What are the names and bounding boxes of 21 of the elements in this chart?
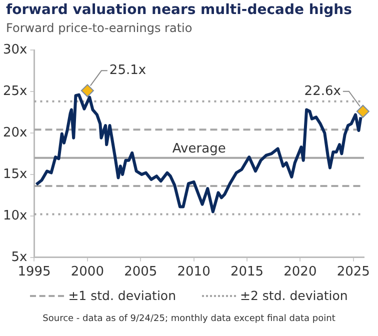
y-tick-label: 25x [2,84,28,99]
y-tick-label: 20x [2,125,28,140]
x-tick-label: 2025 [336,264,370,280]
x-tick-label: 2020 [284,264,317,280]
data-label: 25.1x [109,63,146,78]
source-note: Source - data as of 9/24/25; monthly data except final data point [42,314,336,324]
chart-subtitle: Forward price-to-earnings ratio [6,21,192,35]
y-tick-label: 10x [2,208,28,224]
legend-label: ±1 std. deviation [68,288,176,303]
data-label: 22.6x [304,84,342,99]
legend-label: ±2 std. deviation [240,288,348,303]
x-tick-label: 2015 [230,264,264,280]
x-tick-label: 2000 [70,264,104,280]
x-tick-label: 2010 [177,264,210,280]
x-tick-label: 1995 [18,264,51,280]
chart-title: forward valuation nears multi-decade highs [6,2,352,18]
x-tick-label: 2005 [124,264,158,280]
ref-line-label: Average [172,142,226,157]
y-tick-label: 5x [11,250,28,265]
y-tick-label: 15x [2,166,28,182]
y-tick-label: 30x [2,42,28,58]
